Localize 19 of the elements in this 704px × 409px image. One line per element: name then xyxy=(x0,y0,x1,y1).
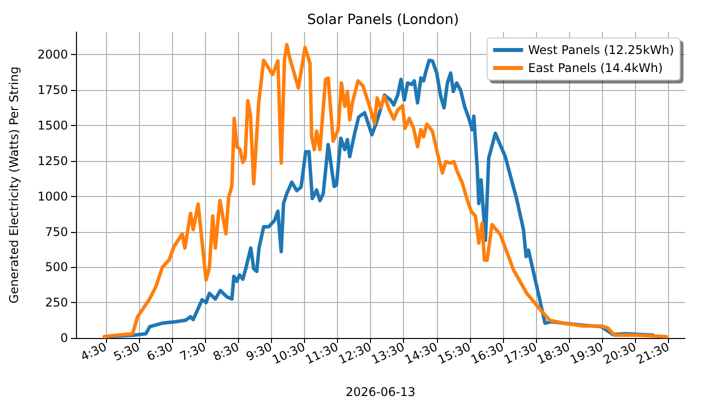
x-tick-label: 8:30 xyxy=(210,340,242,364)
y-tick-label: 250 xyxy=(45,296,68,310)
y-tick-label: 1500 xyxy=(37,118,68,132)
y-tick-label: 750 xyxy=(45,224,68,239)
y-axis-title: Generated Electricity (Watts) Per String xyxy=(7,66,21,304)
y-tick-label: 0 xyxy=(60,331,68,345)
y-tick-label: 1000 xyxy=(37,189,68,204)
x-tick-label: 7:30 xyxy=(178,340,208,364)
y-tick-label: 1750 xyxy=(37,83,68,98)
y-tick-label: 2000 xyxy=(37,48,68,62)
x-axis-title: 2026-06-13 xyxy=(346,385,416,399)
y-tick-label: 1250 xyxy=(37,154,68,168)
x-tick-label: 4:30 xyxy=(78,340,109,364)
x-tick-label: 5:30 xyxy=(112,340,142,364)
legend-label: East Panels (14.4kWh) xyxy=(528,61,663,75)
legend-label: West Panels (12.25kWh) xyxy=(528,43,674,57)
chart-title: Solar Panels (London) xyxy=(307,12,459,28)
x-tick-label: 6:30 xyxy=(144,340,175,364)
y-tick-label: 500 xyxy=(45,260,68,274)
